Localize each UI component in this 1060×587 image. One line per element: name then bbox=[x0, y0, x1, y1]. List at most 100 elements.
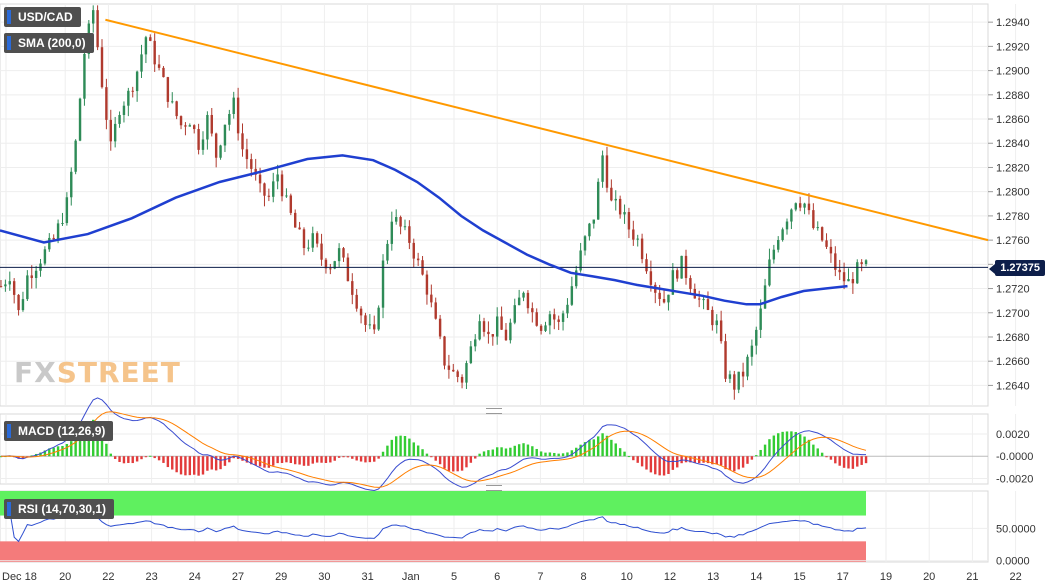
macd-histogram-bar bbox=[864, 456, 868, 464]
macd-histogram-bar bbox=[228, 456, 231, 463]
candle-body bbox=[618, 198, 622, 215]
candle-body bbox=[368, 324, 372, 326]
rsi-tag[interactable]: RSI (14,70,30,1) bbox=[4, 499, 115, 519]
macd-histogram-bar bbox=[781, 431, 784, 457]
macd-histogram-bar bbox=[122, 456, 126, 464]
macd-histogram-bar bbox=[127, 456, 130, 463]
candle-body bbox=[377, 307, 380, 330]
candle-body bbox=[539, 325, 543, 331]
candle-body bbox=[175, 101, 178, 117]
candle-body bbox=[232, 97, 235, 115]
macd-histogram-bar bbox=[517, 444, 521, 457]
macd-tag[interactable]: MACD (12,26,9) bbox=[4, 421, 114, 441]
macd-histogram-bar bbox=[623, 451, 626, 457]
candle-body bbox=[548, 314, 552, 326]
x-tick-label: 21 bbox=[966, 571, 978, 583]
macd-histogram-bar bbox=[838, 456, 841, 466]
macd-histogram-bar bbox=[61, 445, 64, 457]
x-tick-label: 19 bbox=[880, 571, 892, 583]
macd-histogram-bar bbox=[614, 443, 617, 457]
macd-histogram-bar bbox=[645, 456, 648, 470]
macd-histogram-bar bbox=[359, 456, 363, 462]
macd-histogram-bar bbox=[381, 451, 385, 457]
candle-body bbox=[588, 223, 591, 237]
logo-fx: FX bbox=[14, 356, 57, 389]
candle-body bbox=[610, 187, 613, 201]
x-tick-label: 5 bbox=[451, 571, 457, 583]
candle-body bbox=[746, 356, 749, 377]
macd-histogram-bar bbox=[636, 456, 639, 463]
pane-resize-handle-rsi[interactable] bbox=[486, 485, 502, 491]
macd-histogram-bar bbox=[337, 456, 341, 458]
price-y-tick-label: 1.2720 bbox=[996, 284, 1030, 296]
candle-body bbox=[544, 325, 547, 331]
macd-histogram-bar bbox=[610, 439, 613, 457]
macd-histogram-bar bbox=[447, 456, 451, 471]
candle-body bbox=[30, 275, 33, 279]
macd-histogram-bar bbox=[65, 443, 69, 457]
x-tick-label: Dec 18 bbox=[2, 571, 37, 583]
candle-body bbox=[509, 322, 512, 341]
macd-histogram-bar bbox=[276, 456, 279, 464]
macd-histogram-bar bbox=[48, 448, 51, 457]
candle-body bbox=[667, 294, 670, 303]
macd-histogram-bar bbox=[149, 455, 152, 457]
resistance-trendline bbox=[105, 18, 989, 242]
macd-histogram-bar bbox=[460, 456, 464, 471]
macd-histogram-bar bbox=[140, 456, 143, 460]
candle-body bbox=[755, 329, 758, 346]
macd-histogram-bar bbox=[798, 434, 802, 457]
candle-body bbox=[78, 98, 82, 141]
macd-histogram-bar bbox=[219, 456, 222, 470]
candle-body bbox=[706, 299, 710, 310]
candle-body bbox=[96, 10, 99, 48]
candle-body bbox=[373, 324, 376, 330]
price-pane-frame bbox=[0, 3, 989, 407]
macd-histogram-bar bbox=[856, 456, 859, 467]
candle-body bbox=[12, 281, 16, 295]
x-tick-label: 24 bbox=[189, 571, 201, 583]
macd-histogram-bar bbox=[373, 456, 376, 462]
candle-body bbox=[658, 292, 661, 300]
macd-histogram-bar bbox=[272, 456, 275, 466]
candle-body bbox=[214, 133, 218, 158]
macd-histogram-bar bbox=[452, 456, 455, 472]
macd-histogram-bar bbox=[662, 456, 666, 476]
price-y-tick-label: 1.2700 bbox=[996, 308, 1030, 320]
candle-body bbox=[210, 114, 213, 134]
macd-histogram-bar bbox=[184, 456, 187, 476]
candle-body bbox=[4, 284, 7, 287]
price-y-tick-label: 1.2820 bbox=[996, 162, 1030, 174]
candle-body bbox=[456, 371, 459, 377]
candle-body bbox=[768, 259, 771, 286]
x-tick-label: 29 bbox=[275, 571, 287, 583]
x-tick-label: Jan bbox=[402, 571, 420, 583]
macd-histogram-bar bbox=[847, 456, 850, 469]
macd-histogram-bar bbox=[232, 456, 235, 459]
current-price-label: 1.27375 bbox=[989, 260, 1045, 276]
candle-body bbox=[258, 174, 262, 184]
macd-histogram-bar bbox=[351, 456, 354, 459]
macd-histogram-bar bbox=[201, 456, 205, 475]
macd-histogram-bar bbox=[702, 456, 705, 463]
candle-body bbox=[517, 297, 521, 306]
rsi-overbought-zone bbox=[0, 491, 866, 516]
candle-body bbox=[83, 53, 86, 99]
x-tick-label: 12 bbox=[664, 571, 676, 583]
candle-body bbox=[109, 119, 112, 142]
macd-histogram-bar bbox=[421, 449, 424, 457]
macd-histogram-bar bbox=[394, 436, 398, 457]
candle-body bbox=[48, 237, 51, 250]
candle-body bbox=[337, 248, 341, 262]
macd-histogram-bar bbox=[596, 436, 600, 457]
sma-tag[interactable]: SMA (200,0) bbox=[4, 33, 94, 53]
macd-histogram-bar bbox=[601, 433, 604, 457]
candle-body bbox=[702, 299, 705, 301]
x-tick-label: 8 bbox=[581, 571, 587, 583]
rsi-tag-label: RSI (14,70,30,1) bbox=[18, 502, 107, 516]
pane-resize-handle-macd[interactable] bbox=[486, 408, 502, 414]
candle-body bbox=[228, 114, 231, 125]
macd-y-tick-label: -0.0000 bbox=[996, 451, 1033, 463]
macd-histogram-bar bbox=[495, 447, 499, 457]
